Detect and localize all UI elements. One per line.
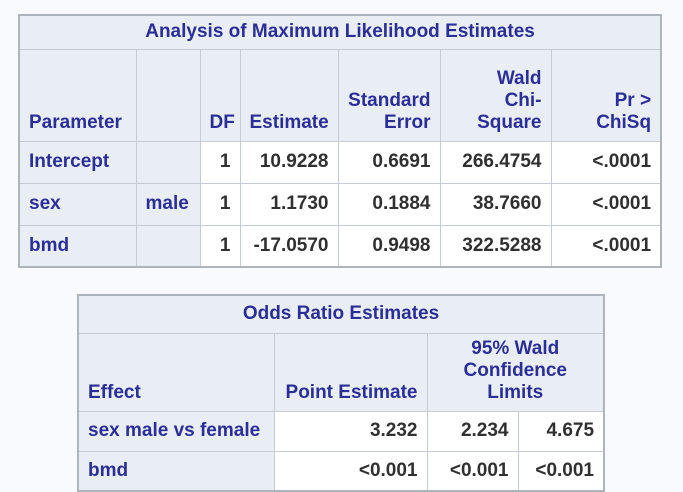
estimate-cell: -17.0570 [239,224,339,268]
table-row: Intercept 1 10.9228 0.6691 266.4754 <.00… [18,140,662,184]
class-level-cell: male [135,182,201,226]
table-row: sex male vs female 3.232 2.234 4.675 [77,410,605,452]
column-header-parameter: Parameter [18,48,137,142]
estimate-cell: 1.1730 [239,182,339,226]
parameter-cell: Intercept [18,140,137,184]
odds-ratio-table: Odds Ratio Estimates Effect Point Estima… [77,294,606,492]
effect-cell: bmd [77,450,275,492]
column-header-point-estimate: Point Estimate [273,332,428,412]
odds-header-row: Effect Point Estimate 95% Wald Confidenc… [77,332,605,412]
class-level-cell [135,140,201,184]
class-level-cell [135,224,201,268]
odds-title-row: Odds Ratio Estimates [77,294,605,334]
odds-table-title: Odds Ratio Estimates [77,294,605,334]
df-cell: 1 [199,140,241,184]
standard-error-cell: 0.1884 [337,182,441,226]
ci-lower-cell: <0.001 [426,450,519,492]
parameter-cell: sex [18,182,137,226]
df-cell: 1 [199,224,241,268]
point-estimate-cell: 3.232 [273,410,428,452]
standard-error-cell: 0.6691 [337,140,441,184]
table-row: bmd <0.001 <0.001 <0.001 [77,450,605,492]
ci-upper-cell: 4.675 [517,410,605,452]
ci-upper-cell: <0.001 [517,450,605,492]
parameter-cell: bmd [18,224,137,268]
pr-chisq-cell: <.0001 [550,140,662,184]
pr-chisq-cell: <.0001 [550,182,662,226]
mle-table: Analysis of Maximum Likelihood Estimates… [18,14,663,268]
standard-error-cell: 0.9498 [337,224,441,268]
column-header-class-level [135,48,201,142]
column-header-df: DF [199,48,241,142]
df-cell: 1 [199,182,241,226]
column-header-standard-error: Standard Error [337,48,441,142]
point-estimate-cell: <0.001 [273,450,428,492]
wald-chi-square-cell: 38.7660 [439,182,552,226]
mle-title-row: Analysis of Maximum Likelihood Estimates [18,14,662,50]
column-header-pr-chisq: Pr > ChiSq [550,48,662,142]
column-header-effect: Effect [77,332,275,412]
table-row: bmd 1 -17.0570 0.9498 322.5288 <.0001 [18,224,662,268]
mle-table-title: Analysis of Maximum Likelihood Estimates [18,14,662,50]
table-row: sex male 1 1.1730 0.1884 38.7660 <.0001 [18,182,662,226]
ci-lower-cell: 2.234 [426,410,519,452]
effect-cell: sex male vs female [77,410,275,452]
column-header-estimate: Estimate [239,48,339,142]
column-header-wald-chi-square: Wald Chi- Square [439,48,552,142]
wald-chi-square-cell: 266.4754 [439,140,552,184]
wald-chi-square-cell: 322.5288 [439,224,552,268]
mle-header-row: Parameter DF Estimate Standard Error Wal… [18,48,662,142]
column-header-confidence-limits: 95% Wald Confidence Limits [426,332,605,412]
pr-chisq-cell: <.0001 [550,224,662,268]
estimate-cell: 10.9228 [239,140,339,184]
